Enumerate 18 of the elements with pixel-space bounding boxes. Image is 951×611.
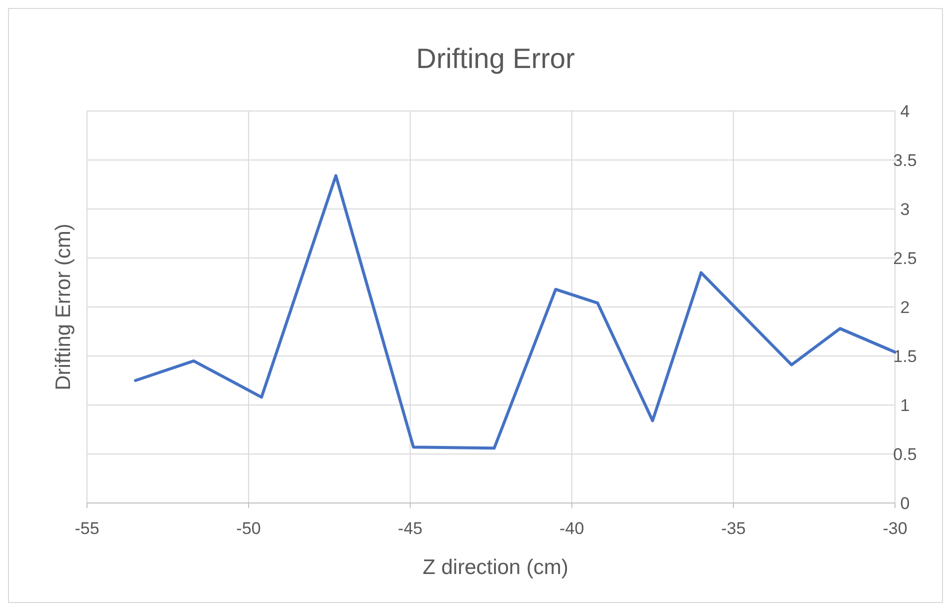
y-axis-title: Drifting Error (cm) — [52, 224, 75, 390]
y-tick-label: 0.5 — [893, 445, 917, 464]
x-tick-label: -40 — [560, 519, 584, 538]
y-tick-label: 1.5 — [893, 347, 917, 366]
y-tick-label: 3.5 — [893, 151, 917, 170]
y-tick-label: 2.5 — [893, 249, 917, 268]
x-tick-label: -35 — [721, 519, 746, 538]
x-tick-label: -30 — [882, 519, 908, 538]
x-tick-label: -55 — [74, 519, 100, 538]
chart-title: Drifting Error — [416, 43, 575, 74]
x-tick-label: -50 — [236, 519, 261, 538]
y-tick-label: 3 — [900, 200, 910, 219]
y-tick-label: 0 — [900, 494, 910, 513]
y-tick-label: 4 — [900, 102, 910, 121]
y-tick-label: 1 — [900, 396, 910, 415]
y-tick-label: 2 — [900, 298, 910, 317]
x-tick-label: -45 — [398, 519, 422, 538]
x-axis-title: Z direction (cm) — [422, 556, 568, 579]
